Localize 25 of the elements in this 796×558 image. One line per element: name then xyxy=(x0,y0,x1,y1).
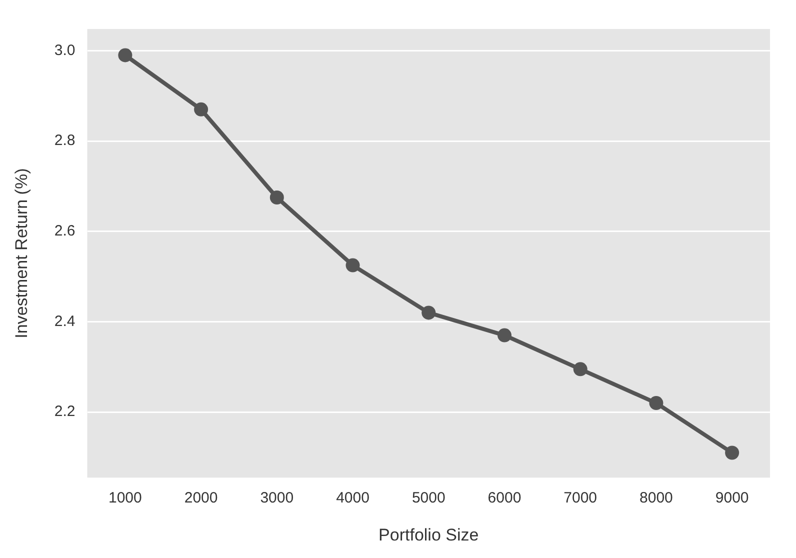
x-tick-label: 1000 xyxy=(108,490,142,507)
y-axis-title: Investment Return (%) xyxy=(12,168,31,338)
x-axis-title: Portfolio Size xyxy=(378,525,479,544)
point xyxy=(422,306,436,320)
x-tick-label: 6000 xyxy=(488,490,522,507)
y-tick-label: 3.0 xyxy=(54,42,76,59)
x-tick-label: 2000 xyxy=(184,490,218,507)
point xyxy=(573,362,588,376)
x-tick-label: 3000 xyxy=(260,490,294,507)
x-tick-label: 5000 xyxy=(412,490,446,507)
point xyxy=(649,396,664,410)
y-tick-label: 2.8 xyxy=(54,132,76,150)
point xyxy=(194,102,208,116)
point xyxy=(270,190,284,205)
point xyxy=(725,446,740,460)
x-tick-label: 7000 xyxy=(564,490,598,507)
x-tick-label: 9000 xyxy=(715,490,749,507)
x-tick-label: 4000 xyxy=(336,490,370,507)
y-tick-label: 2.4 xyxy=(54,312,76,330)
y-tick-label: 2.6 xyxy=(54,222,76,240)
x-tick-label: 8000 xyxy=(640,490,673,507)
point xyxy=(346,258,360,272)
point xyxy=(497,328,512,342)
point xyxy=(118,48,132,62)
y-tick-label: 2.2 xyxy=(54,403,76,420)
